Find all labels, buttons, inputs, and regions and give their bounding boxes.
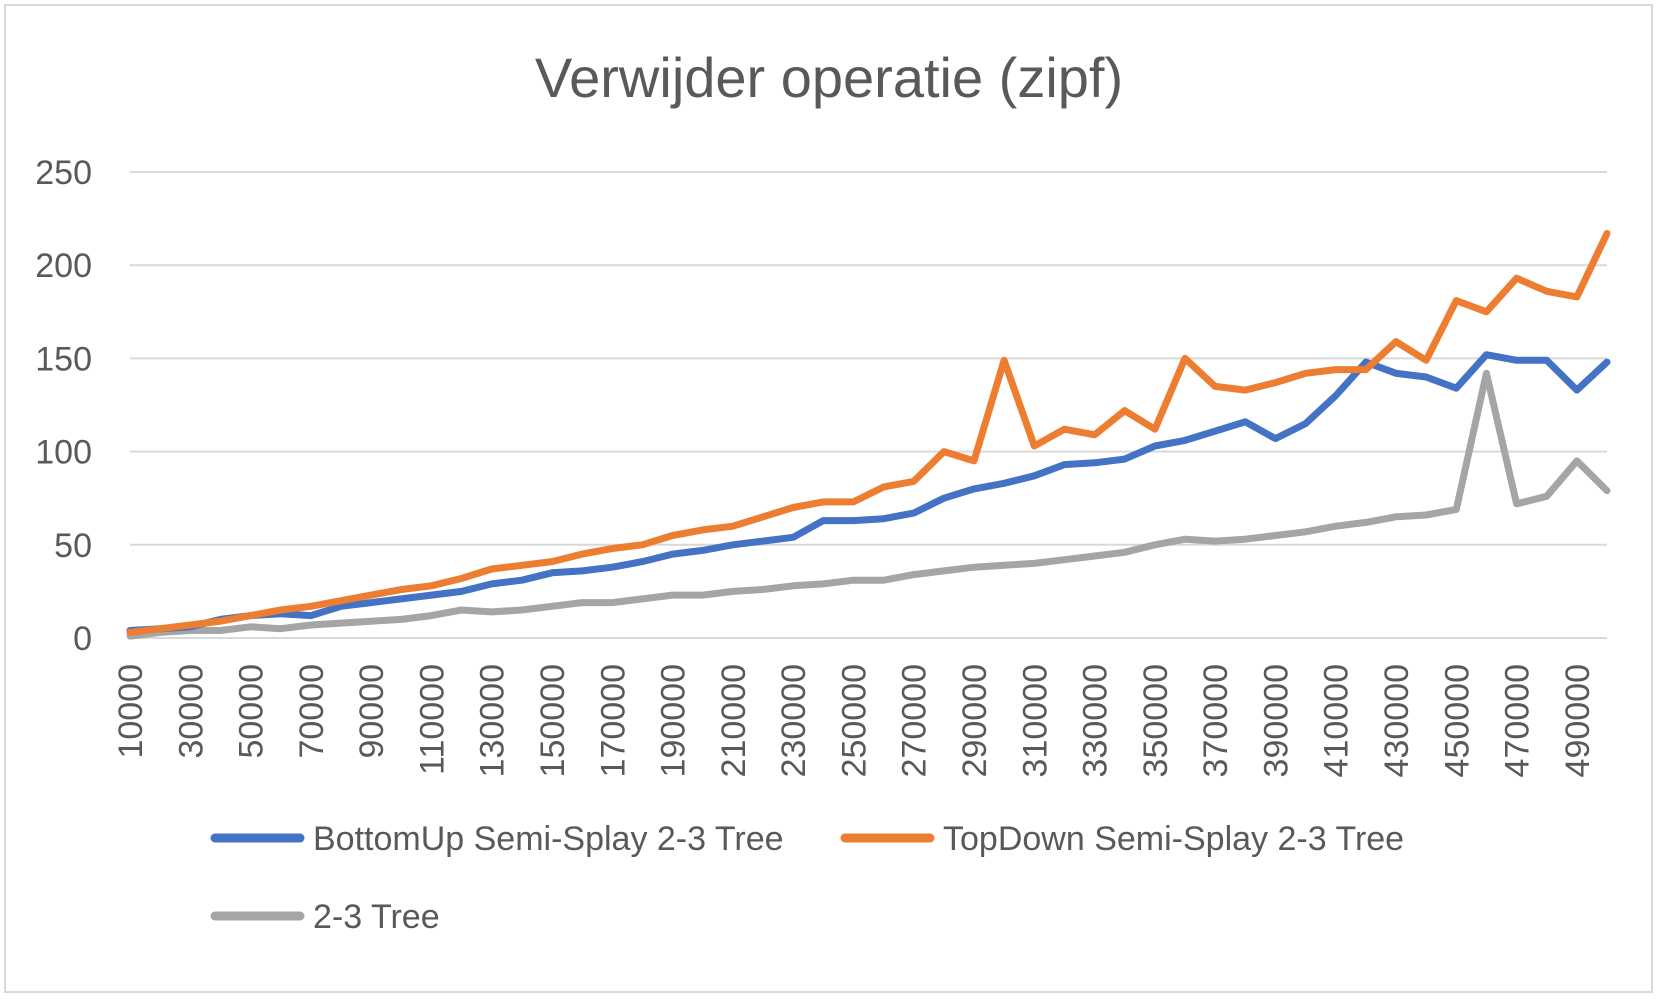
y-tick-label-200: 200 [35, 247, 92, 285]
x-tick-label-110000: 110000 [413, 664, 451, 775]
y-tick-label-0: 0 [73, 620, 92, 658]
x-tick-label-210000: 210000 [715, 664, 753, 777]
chart-title: Verwijder operatie (zipf) [535, 46, 1123, 109]
x-tick-label-250000: 250000 [835, 664, 873, 777]
y-tick-label-50: 50 [54, 527, 92, 565]
x-tick-label-30000: 30000 [172, 664, 210, 759]
x-tick-label-350000: 350000 [1137, 664, 1175, 777]
gridlines [130, 171, 1607, 639]
legend-label-bottomup-semi-splay-2-3-tree: BottomUp Semi-Splay 2-3 Tree [313, 820, 784, 858]
x-tick-label-430000: 430000 [1378, 664, 1416, 777]
series-line-topdown-semi-splay-2-3-tree [126, 230, 1611, 636]
x-tick-label-190000: 190000 [655, 664, 693, 777]
y-tick-label-250: 250 [35, 154, 92, 192]
x-tick-label-270000: 270000 [896, 664, 934, 777]
legend-label-2-3-tree: 2-3 Tree [313, 898, 440, 936]
x-tick-label-150000: 150000 [534, 664, 572, 777]
x-axis-ticks: 10000 30000 50000 70000 90000 110000 130000 150… [112, 664, 1597, 777]
series-line-2-3-tree [126, 369, 1611, 640]
x-tick-label-470000: 470000 [1499, 664, 1537, 777]
x-tick-label-290000: 290000 [956, 664, 994, 777]
x-tick-label-130000: 130000 [474, 664, 512, 777]
x-tick-label-450000: 450000 [1438, 664, 1476, 777]
x-tick-label-50000: 50000 [233, 664, 271, 759]
legend: BottomUp Semi-Splay 2-3 Tree TopDown Semi… [210, 820, 1404, 936]
y-tick-label-150: 150 [35, 340, 92, 378]
x-tick-label-370000: 370000 [1197, 664, 1235, 777]
series-lines [126, 230, 1611, 640]
x-tick-label-330000: 330000 [1077, 664, 1115, 777]
x-tick-label-230000: 230000 [775, 664, 813, 777]
y-axis-ticks: 0 50 100 150 200 250 [35, 154, 92, 658]
x-tick-label-390000: 390000 [1257, 664, 1295, 777]
x-tick-label-170000: 170000 [594, 664, 632, 777]
x-tick-label-490000: 490000 [1559, 664, 1597, 777]
x-tick-label-410000: 410000 [1318, 664, 1356, 777]
x-tick-label-10000: 10000 [112, 664, 150, 759]
x-tick-label-70000: 70000 [293, 664, 331, 759]
x-tick-label-90000: 90000 [353, 664, 391, 759]
legend-label-topdown-semi-splay-2-3-tree: TopDown Semi-Splay 2-3 Tree [943, 820, 1404, 858]
x-tick-label-310000: 310000 [1016, 664, 1054, 777]
y-tick-label-100: 100 [35, 434, 92, 472]
